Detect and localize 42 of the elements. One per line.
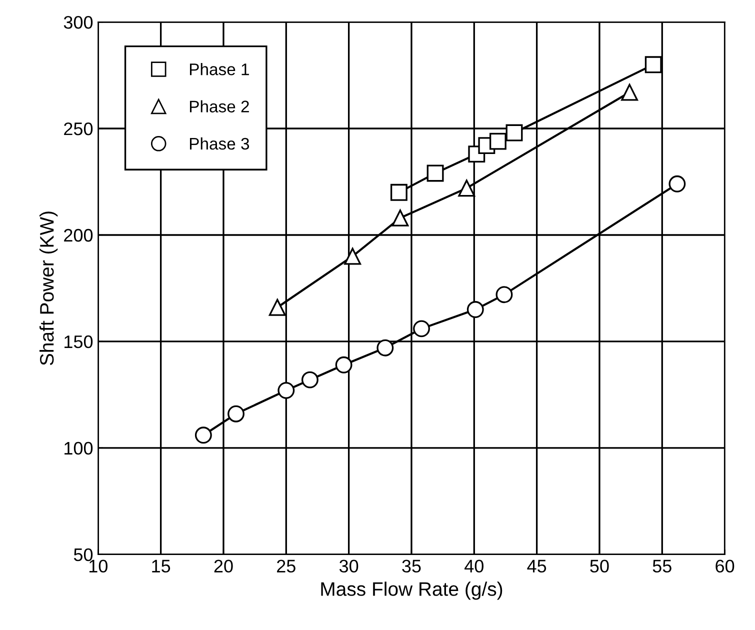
point: [376, 339, 394, 356]
legend-label: Phase 3: [190, 137, 250, 150]
y-tick-label: 200: [64, 228, 93, 242]
point: [426, 164, 444, 182]
point: [335, 356, 352, 374]
y-tick-label: 150: [64, 335, 93, 348]
x-tick-label: 55: [652, 560, 672, 573]
point: [301, 371, 318, 388]
y-tick-label: 250: [64, 122, 93, 136]
x-tick-label: 35: [402, 560, 421, 573]
y-axis-title: Shaft Power (KW): [39, 212, 58, 366]
x-tick-label: 40: [464, 560, 484, 573]
point: [458, 180, 476, 197]
point: [413, 320, 430, 338]
x-tick-label: 15: [152, 560, 170, 573]
point: [392, 209, 409, 226]
point: [668, 175, 686, 192]
x-tick-label: 10: [89, 560, 108, 573]
point: [278, 382, 295, 399]
point: [194, 426, 212, 444]
legend-label: Phase 1: [190, 63, 249, 76]
x-tick-label: 25: [277, 560, 296, 573]
point: [268, 298, 286, 316]
point: [496, 286, 513, 304]
x-tick-label: 30: [339, 560, 358, 573]
x-tick-label: 60: [716, 560, 734, 573]
x-tick-label: 20: [214, 560, 233, 573]
x-tick-label: 45: [527, 560, 546, 573]
y-tick-label: 300: [64, 16, 93, 29]
point: [644, 56, 662, 74]
point: [390, 184, 408, 201]
point: [621, 84, 638, 101]
y-tick-label: 100: [64, 442, 93, 455]
y-tick-label: 50: [74, 548, 93, 562]
x-axis-title: Mass Flow Rate (g/s): [321, 582, 502, 600]
point: [489, 132, 506, 150]
point: [344, 248, 362, 265]
legend-label: Phase 2: [190, 100, 249, 112]
x-tick-label: 50: [590, 560, 609, 573]
point: [466, 301, 484, 318]
point: [228, 405, 244, 422]
point: [506, 124, 523, 142]
